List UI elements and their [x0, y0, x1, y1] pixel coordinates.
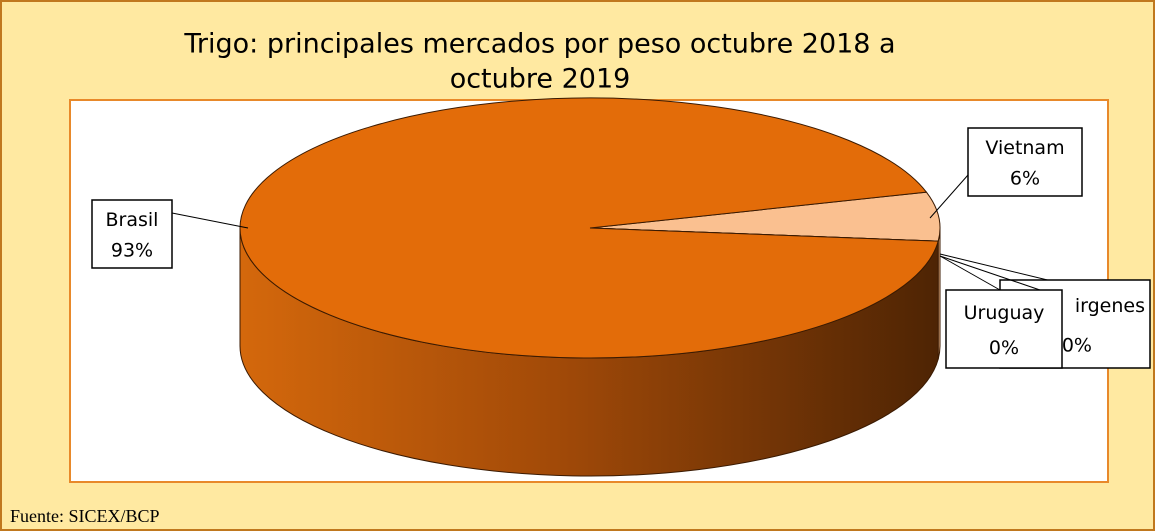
leader-line	[939, 255, 1001, 291]
leader-line	[171, 212, 249, 229]
chart-title: octubre 2019	[450, 64, 631, 95]
leader-line	[939, 255, 1041, 291]
slice	[239, 97, 939, 359]
label-box	[967, 127, 1083, 197]
chart-title: Trigo: principales mercados por peso oct…	[183, 29, 895, 60]
value-label: 93%	[111, 240, 153, 262]
labels: Vietnam 6% irgenes 0% Uruguay 0% Brasil 93%	[91, 127, 1151, 369]
leader-line	[929, 174, 969, 219]
category-label: Vietnam	[985, 137, 1064, 159]
pie	[239, 97, 941, 477]
value-label: 6%	[1010, 168, 1040, 190]
source: Fuente: SICEX/BCP	[10, 506, 160, 526]
value-label: 0%	[1062, 335, 1092, 357]
value-label: 0%	[989, 337, 1019, 359]
category-label: Brasil	[106, 209, 159, 231]
label-box	[945, 289, 1063, 369]
label-box	[91, 199, 173, 269]
category-label: irgenes	[1075, 295, 1145, 317]
category-label: Uruguay	[964, 302, 1045, 324]
slice	[589, 191, 941, 242]
leader-line	[939, 253, 1061, 284]
